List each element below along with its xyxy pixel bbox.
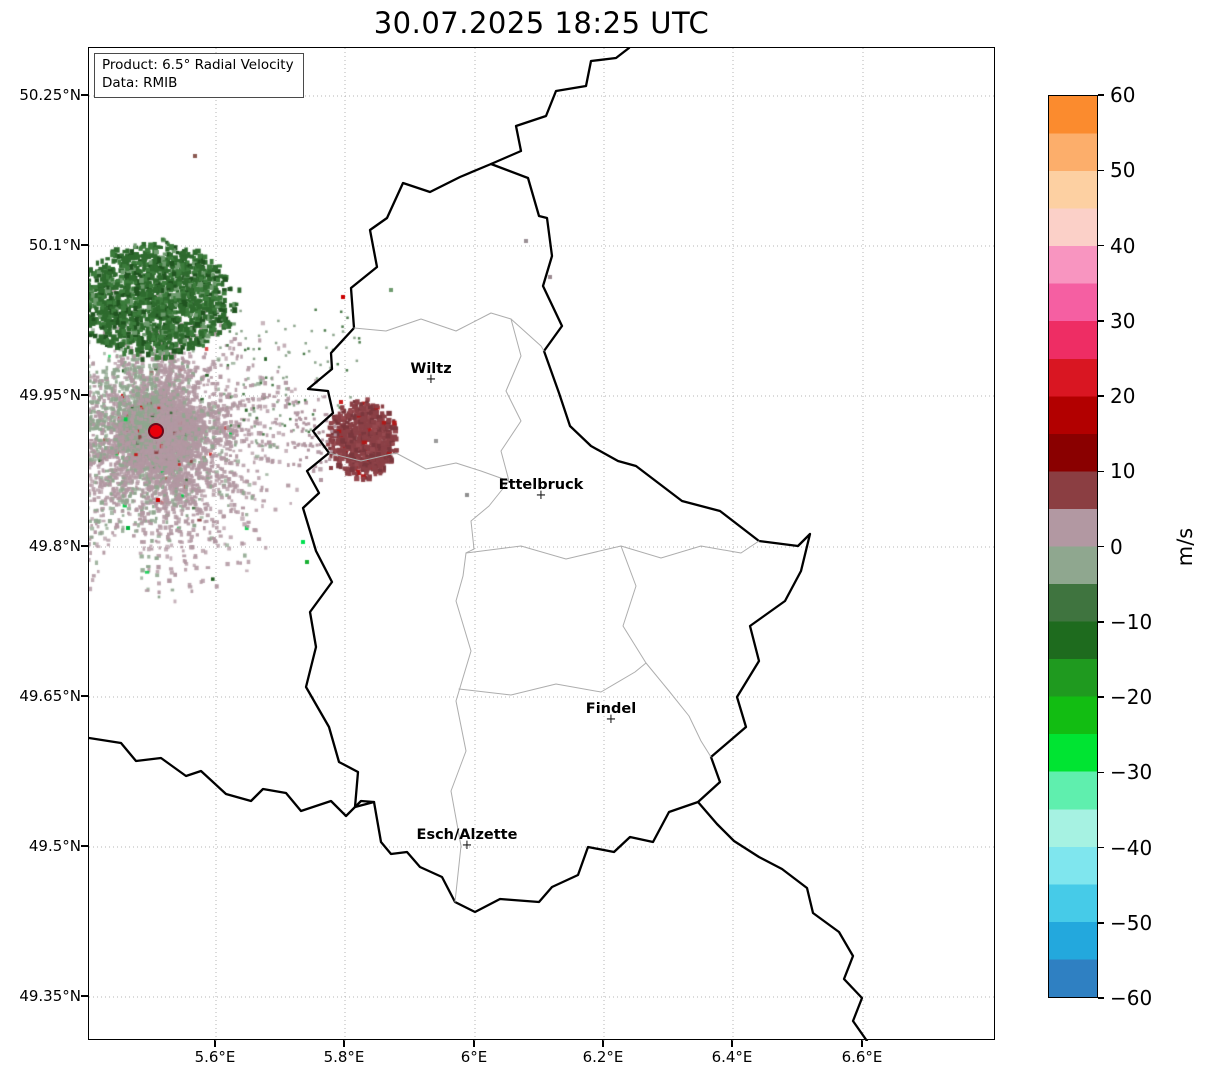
- y-tick-label: 49.35°N: [19, 987, 81, 1005]
- x-tick-label: 6°E: [460, 1048, 488, 1066]
- colorbar-tick-label: −10: [1110, 609, 1153, 634]
- country-border-luxembourg: [301, 162, 812, 914]
- colorbar-tick-label: −30: [1110, 760, 1153, 785]
- map-borders-layer: [89, 48, 869, 1041]
- colorbar-tick-label: −50: [1110, 910, 1153, 935]
- colorbar-tick-mark: [1098, 922, 1104, 924]
- y-tick-label: 49.5°N: [28, 837, 81, 855]
- y-tick-mark: [81, 695, 88, 697]
- colorbar-tick-label: 10: [1110, 459, 1136, 484]
- x-tick-mark: [214, 1040, 216, 1047]
- colorbar-tick-mark: [1098, 621, 1104, 623]
- radar-echo-canvas: [89, 48, 996, 1041]
- y-tick-mark: [81, 244, 88, 246]
- colorbar-tick-mark: [1098, 846, 1104, 849]
- city-label: Wiltz: [410, 361, 452, 377]
- y-tick-label: 49.95°N: [19, 386, 81, 404]
- colorbar-tick-mark: [1098, 696, 1104, 698]
- city-marker-wiltz: + Wiltz: [410, 361, 451, 387]
- x-tick-mark: [731, 1040, 733, 1047]
- x-tick-label: 6.6°E: [841, 1048, 883, 1066]
- colorbar-tick-label: −40: [1110, 835, 1153, 860]
- colorbar-tick-mark: [1098, 169, 1104, 171]
- colorbar-tick-mark: [1098, 395, 1104, 397]
- x-tick-label: 5.8°E: [323, 1048, 365, 1066]
- x-tick-label: 6.4°E: [711, 1048, 753, 1066]
- district-border: [328, 452, 510, 482]
- x-tick-label: 6.2°E: [582, 1048, 624, 1066]
- colorbar-tick-label: −20: [1110, 685, 1153, 709]
- colorbar-tick-mark: [1098, 244, 1104, 247]
- y-tick-label: 50.25°N: [19, 86, 81, 104]
- y-tick-mark: [81, 995, 88, 997]
- city-label: Esch/Alzette: [416, 827, 518, 843]
- y-tick-mark: [81, 94, 88, 96]
- city-plus-icon: +: [461, 838, 473, 853]
- district-border: [353, 312, 545, 352]
- x-tick-mark: [343, 1040, 345, 1047]
- district-border: [458, 662, 647, 696]
- figure-title: 30.07.2025 18:25 UTC: [373, 6, 710, 40]
- colorbar-tick-label: −60: [1110, 986, 1153, 1010]
- product-annotation-box: Product: 6.5° Radial Velocity Data: RMIB: [94, 53, 304, 98]
- colorbar-tick-mark: [1098, 997, 1104, 999]
- city-marker-ettelbruck: + Ettelbruck: [499, 477, 584, 503]
- x-tick-mark: [602, 1040, 604, 1047]
- colorbar-tick-mark: [1098, 94, 1104, 96]
- data-source-line: Data: RMIB: [102, 74, 178, 91]
- colorbar-tick-mark: [1098, 545, 1104, 548]
- colorbar: [1048, 95, 1098, 998]
- y-tick-label: 50.1°N: [28, 236, 81, 254]
- colorbar-tick-mark: [1098, 320, 1104, 322]
- city-plus-icon: +: [425, 372, 437, 387]
- colorbar-tick-mark: [1098, 470, 1104, 472]
- product-line: Product: 6.5° Radial Velocity: [102, 57, 294, 73]
- y-tick-label: 49.8°N: [28, 537, 81, 555]
- country-border-north: [489, 48, 631, 166]
- district-border: [465, 540, 760, 560]
- y-tick-label: 49.65°N: [19, 687, 81, 705]
- city-plus-icon: +: [605, 712, 617, 727]
- city-plus-icon: +: [535, 488, 547, 503]
- y-tick-mark: [81, 545, 88, 547]
- colorbar-tick-label: 20: [1110, 384, 1136, 408]
- colorbar-tick-label: 0: [1110, 534, 1123, 559]
- colorbar-tick-label: 30: [1110, 308, 1136, 333]
- colorbar-tick-label: 40: [1110, 233, 1136, 258]
- city-label: Findel: [585, 701, 637, 717]
- district-border: [620, 545, 712, 758]
- colorbar-tick-mark: [1098, 771, 1104, 773]
- colorbar-tick-label: 60: [1110, 83, 1136, 107]
- x-tick-mark: [473, 1040, 475, 1047]
- district-border: [450, 318, 522, 903]
- city-marker-esch-alzette: + Esch/Alzette: [417, 827, 518, 853]
- radar-site-marker: [148, 423, 164, 439]
- colorbar-unit-label: m/s: [1173, 527, 1197, 567]
- map-plot: Product: 6.5° Radial Velocity Data: RMIB…: [88, 47, 996, 1041]
- country-border-southwest: [89, 736, 376, 818]
- y-tick-mark: [81, 394, 88, 396]
- colorbar-tick-label: 50: [1110, 158, 1136, 183]
- y-tick-mark: [81, 845, 88, 847]
- x-tick-label: 5.6°E: [194, 1048, 236, 1066]
- country-border-southeast: [696, 800, 869, 1041]
- city-label: Ettelbruck: [498, 477, 584, 493]
- city-marker-findel: + Findel: [586, 701, 636, 727]
- x-tick-mark: [861, 1040, 863, 1047]
